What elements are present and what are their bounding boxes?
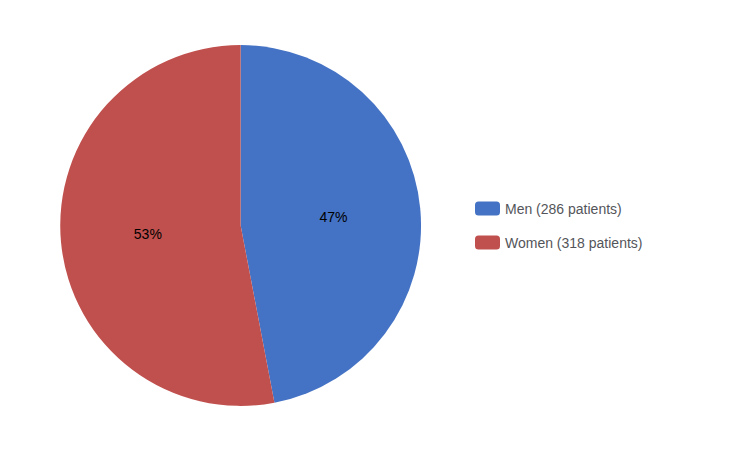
- svg-text:Men (286 patients): Men (286 patients): [505, 201, 622, 217]
- svg-text:Women (318 patients): Women (318 patients): [505, 235, 642, 251]
- svg-text:47%: 47%: [319, 209, 347, 225]
- svg-text:53%: 53%: [134, 226, 162, 242]
